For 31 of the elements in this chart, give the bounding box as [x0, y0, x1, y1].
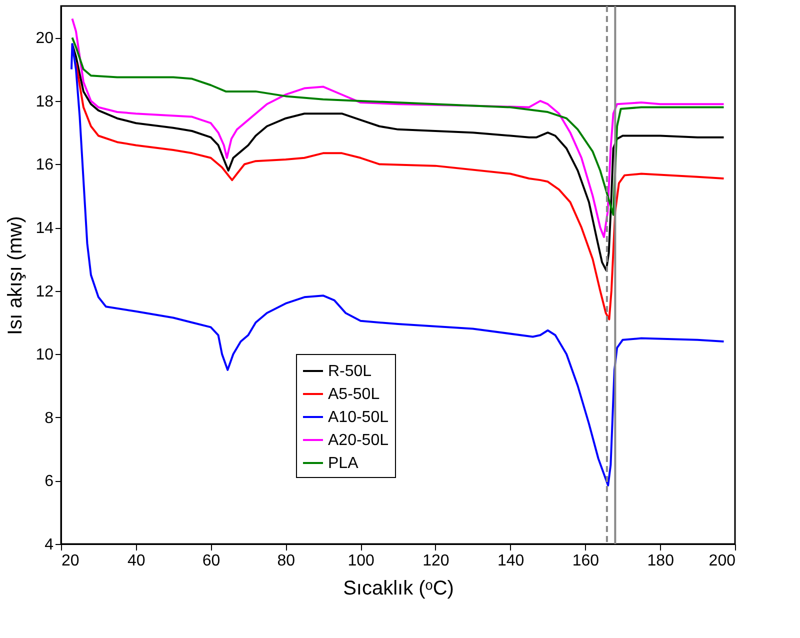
y-axis-title: Isı akışı (mw): [4, 216, 27, 335]
y-tick-label: 12: [36, 283, 54, 300]
line-series: [70, 42, 725, 486]
y-tick-label: 20: [36, 30, 54, 48]
x-tick-label: 120: [422, 552, 450, 570]
x-tick-label: 80: [277, 552, 296, 570]
line-series: [71, 42, 725, 272]
legend-label: A20-50L: [328, 432, 389, 449]
line-series: [71, 18, 725, 238]
y-tick-label: 16: [36, 156, 54, 174]
line-series: [71, 36, 725, 216]
x-tick-label: 180: [647, 552, 674, 570]
legend-label: A10-50L: [328, 409, 389, 426]
x-tick-label: 20: [62, 552, 80, 570]
legend-label: PLA: [328, 455, 359, 472]
x-tick-label: 60: [202, 552, 220, 570]
x-tick-label: 140: [497, 552, 524, 570]
y-tick-label: 6: [44, 473, 54, 490]
x-tick-label: 200: [708, 552, 736, 570]
y-tick-label: 14: [36, 220, 54, 238]
legend-label: A5-50L: [328, 386, 380, 403]
legend-label: R-50L: [328, 363, 372, 380]
y-tick-label: 18: [36, 93, 54, 110]
line-series: [74, 62, 725, 320]
y-tick-label: 8: [44, 410, 54, 427]
y-tick-label: 4: [44, 536, 54, 554]
x-axis-title: Sıcaklık (ᵒC): [343, 578, 454, 600]
x-tick-label: 40: [127, 552, 146, 570]
y-tick-label: 10: [36, 346, 54, 364]
x-tick-label: 160: [572, 552, 600, 570]
x-tick-label: 100: [348, 552, 374, 570]
